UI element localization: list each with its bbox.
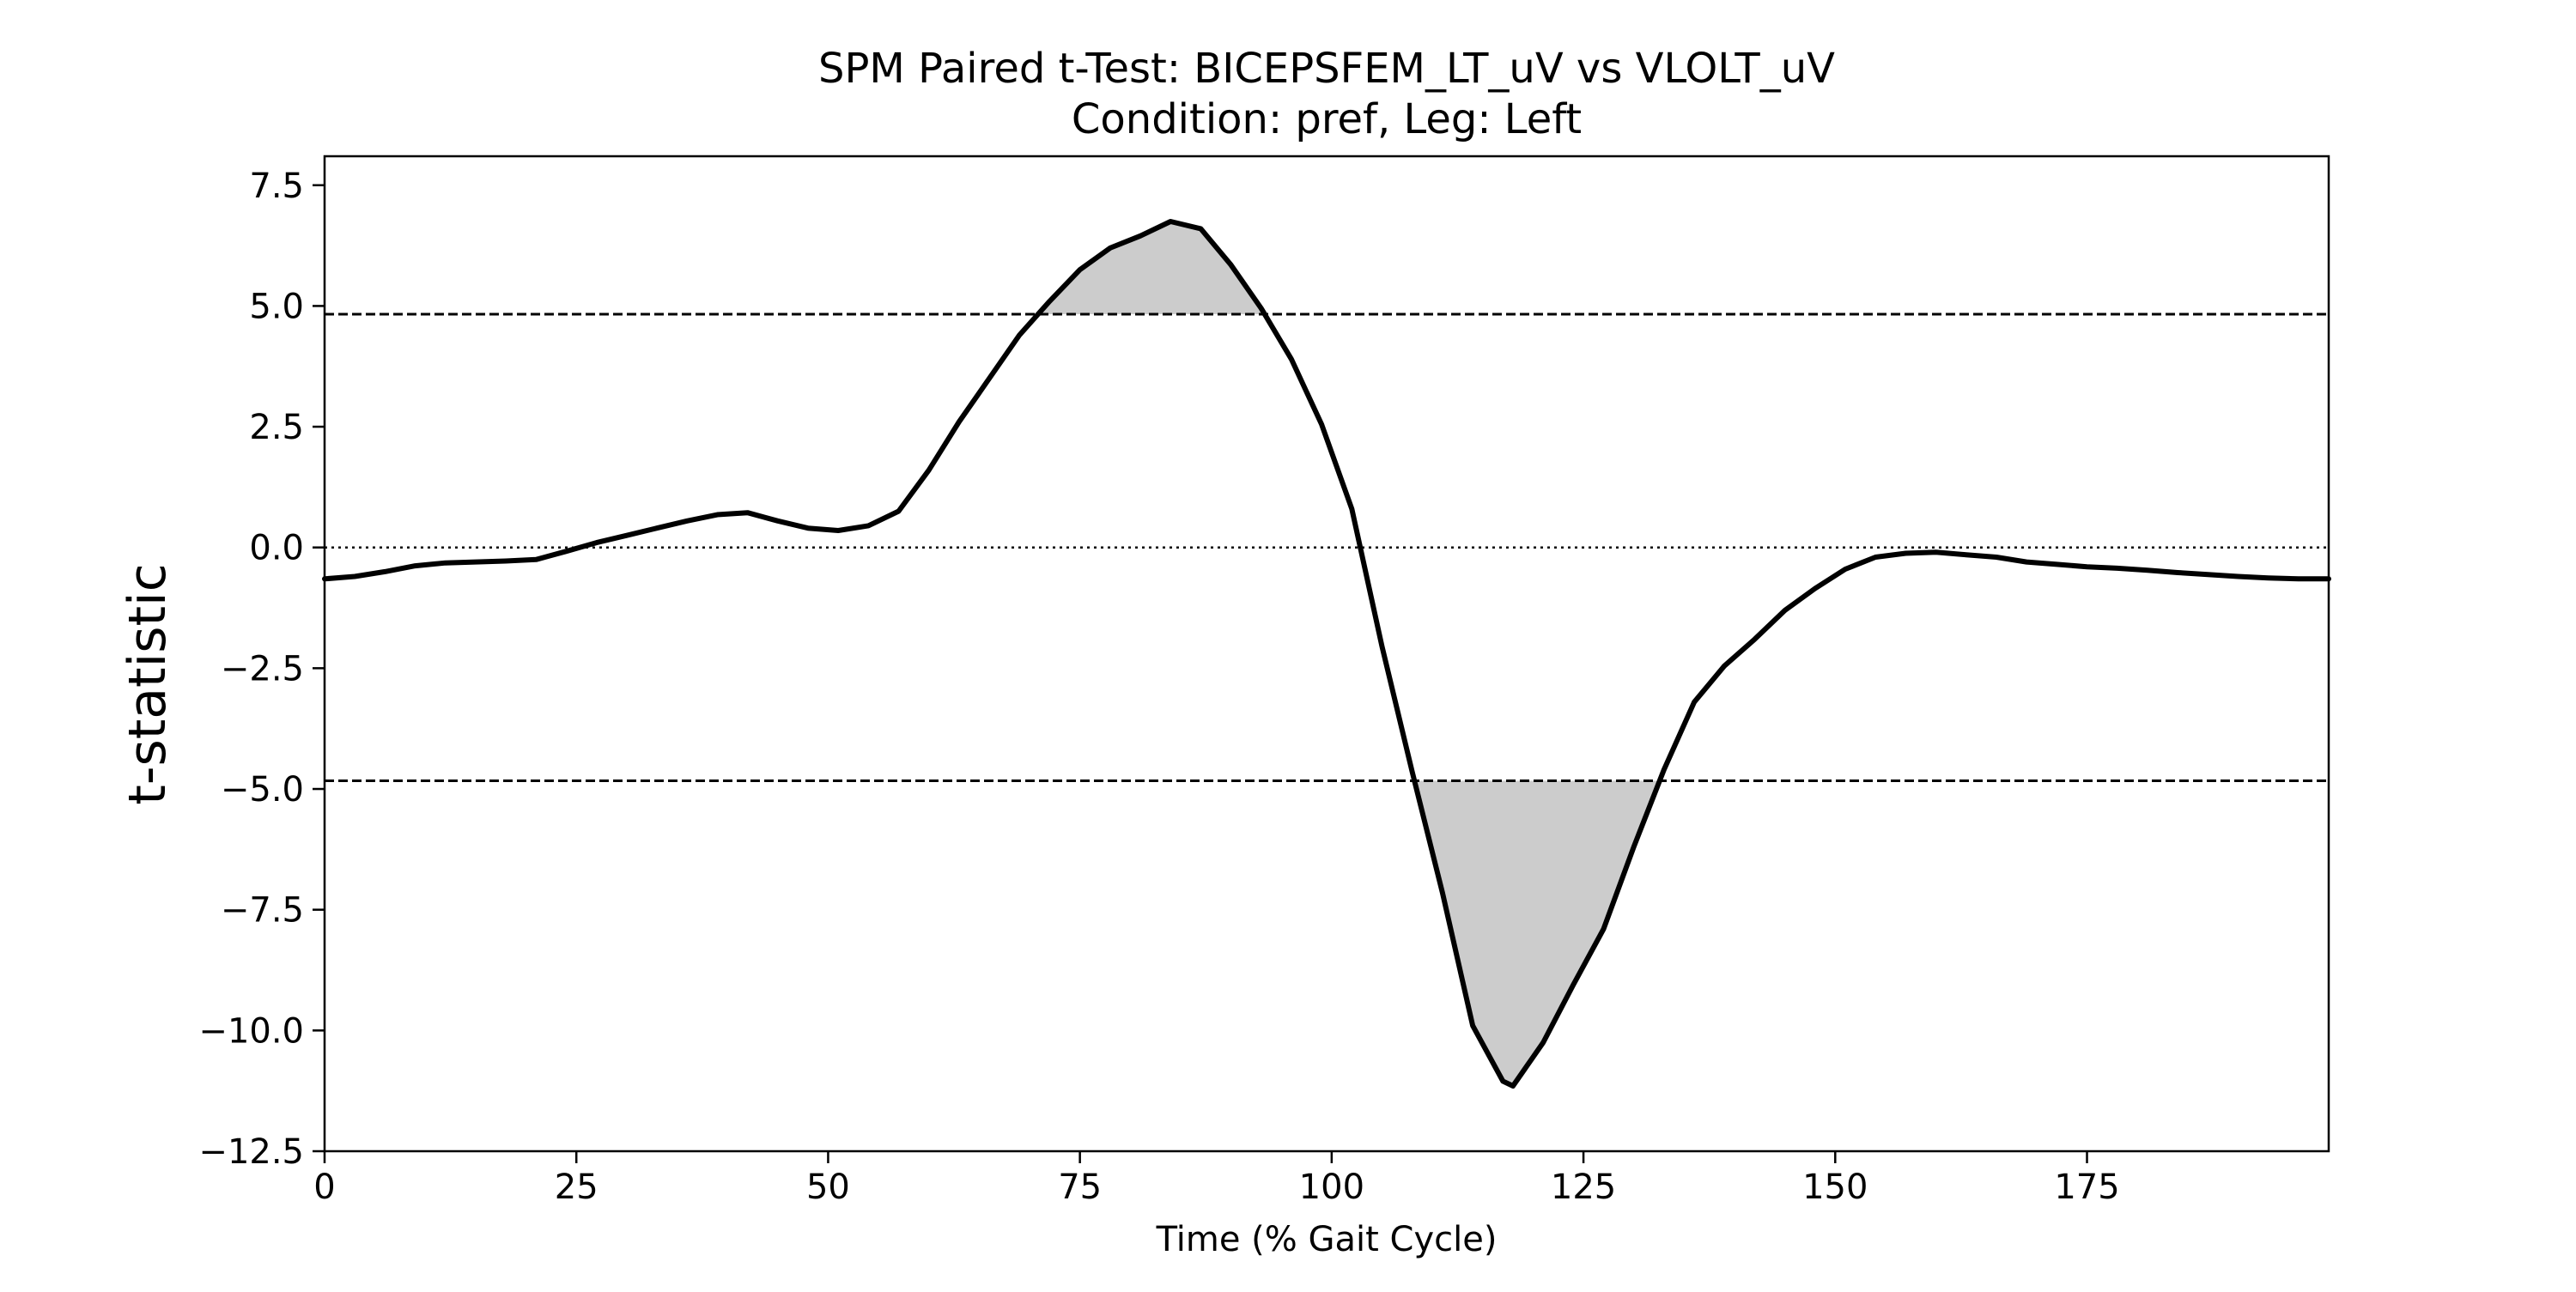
x-tick-label: 25	[555, 1168, 598, 1207]
x-tick-label: 0	[313, 1168, 335, 1207]
x-tick-label: 100	[1299, 1168, 1364, 1207]
y-tick-label: 2.5	[249, 408, 304, 447]
suprathreshold-cluster-negative	[1414, 780, 1660, 1087]
plot-area	[322, 219, 2331, 1089]
y-tick-label: 7.5	[249, 167, 304, 206]
t-statistic-curve	[322, 219, 2331, 1089]
y-axis-label: t-statistic	[118, 563, 178, 804]
x-tick-label: 150	[1802, 1168, 1868, 1207]
chart-subtitle: Condition: pref, Leg: Left	[1072, 95, 1582, 143]
suprathreshold-cluster-positive	[1037, 221, 1265, 314]
y-axis-ticks: 7.5 5.0 2.5 0.0 −2.5 −5.0 −7.5 −10.0 −12.5	[198, 167, 325, 1172]
chart-title: SPM Paired t-Test: BICEPSFEM_LT_uV vs VL…	[818, 45, 1835, 93]
y-tick-label: −5.0	[221, 770, 304, 810]
y-tick-label: 5.0	[249, 287, 304, 326]
x-axis-ticks: 0 25 50 75 100 125 150 175	[313, 1151, 2120, 1207]
x-tick-label: 75	[1058, 1168, 1102, 1207]
x-tick-label: 50	[806, 1168, 850, 1207]
y-tick-label: −2.5	[221, 649, 304, 688]
y-tick-label: 0.0	[249, 529, 304, 568]
y-tick-label: −12.5	[198, 1132, 304, 1172]
y-tick-label: −10.0	[198, 1011, 304, 1051]
plot-frame	[323, 155, 2330, 1153]
y-tick-label: −7.5	[221, 891, 304, 931]
x-tick-label: 125	[1551, 1168, 1616, 1207]
x-tick-label: 175	[2054, 1168, 2119, 1207]
x-axis-label: Time (% Gait Cycle)	[1156, 1220, 1498, 1259]
